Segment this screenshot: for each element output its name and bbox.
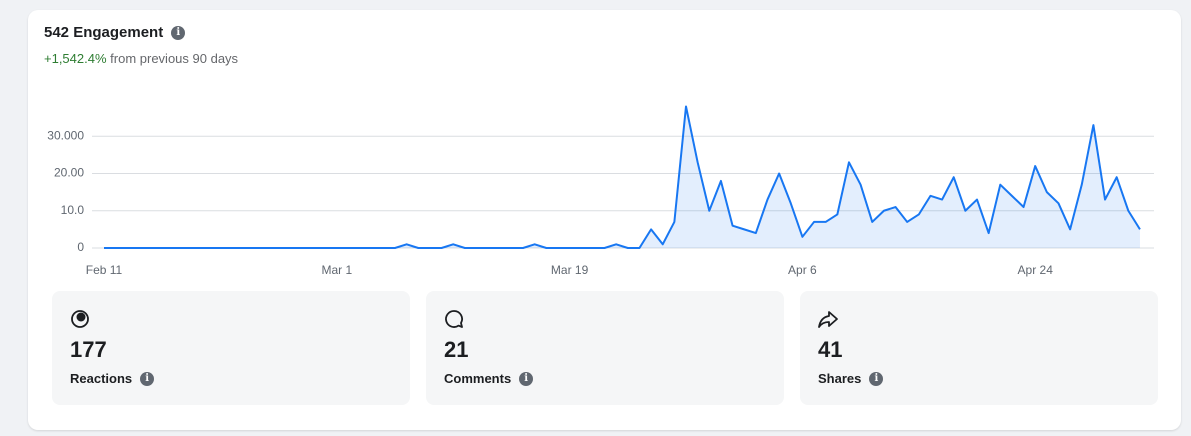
- shares-card[interactable]: 41 Shares i: [800, 291, 1158, 405]
- card-label: Shares: [818, 371, 862, 386]
- card-label: Comments: [444, 371, 512, 386]
- subtitle: +1,542.4% from previous 90 days: [44, 51, 238, 66]
- x-tick-label: Mar 1: [321, 263, 352, 277]
- line: [104, 105, 1141, 249]
- info-icon[interactable]: i: [869, 371, 884, 386]
- info-icon[interactable]: i: [140, 371, 155, 386]
- y-tick-label: 10.0: [61, 203, 85, 217]
- card-label: Reactions: [70, 371, 133, 386]
- reactions-card[interactable]: 177 Reactions i: [52, 291, 410, 405]
- y-tick-label: 30.000: [47, 128, 84, 142]
- y-tick-label: 20.00: [54, 166, 84, 180]
- title: 542 Engagement: [44, 24, 164, 41]
- card-value: 177: [70, 337, 107, 362]
- card-label-row: Shares i: [818, 371, 884, 386]
- card-value: 41: [818, 337, 843, 362]
- x-tick-label: Mar 19: [551, 263, 589, 277]
- card-value: 21: [444, 337, 469, 362]
- info-icon[interactable]: i: [519, 371, 534, 386]
- card-label-row: Reactions i: [70, 371, 155, 386]
- chart: 0 10.0 20.00 30.000 Feb 11 Mar 1 Mar 19 Apr 6 Ap…: [47, 105, 1154, 277]
- comments-icon: [445, 310, 463, 328]
- x-tick-label: Apr 24: [1018, 263, 1054, 277]
- shares-icon: [818, 311, 838, 328]
- x-tick-label: Feb 11: [86, 263, 123, 277]
- change: +1,542.4%: [44, 51, 107, 66]
- info-icon[interactable]: i: [171, 25, 186, 40]
- card-label-row: Comments i: [444, 371, 534, 386]
- y-tick-label: 0: [77, 240, 84, 254]
- comments-card[interactable]: 21 Comments i: [426, 291, 784, 405]
- x-tick-label: Apr 6: [788, 263, 817, 277]
- change-text: from previous 90 days: [110, 51, 239, 66]
- reactions-icon: [71, 310, 89, 328]
- area-fill: [104, 106, 1140, 248]
- title-row: 542 Engagement i: [44, 24, 186, 41]
